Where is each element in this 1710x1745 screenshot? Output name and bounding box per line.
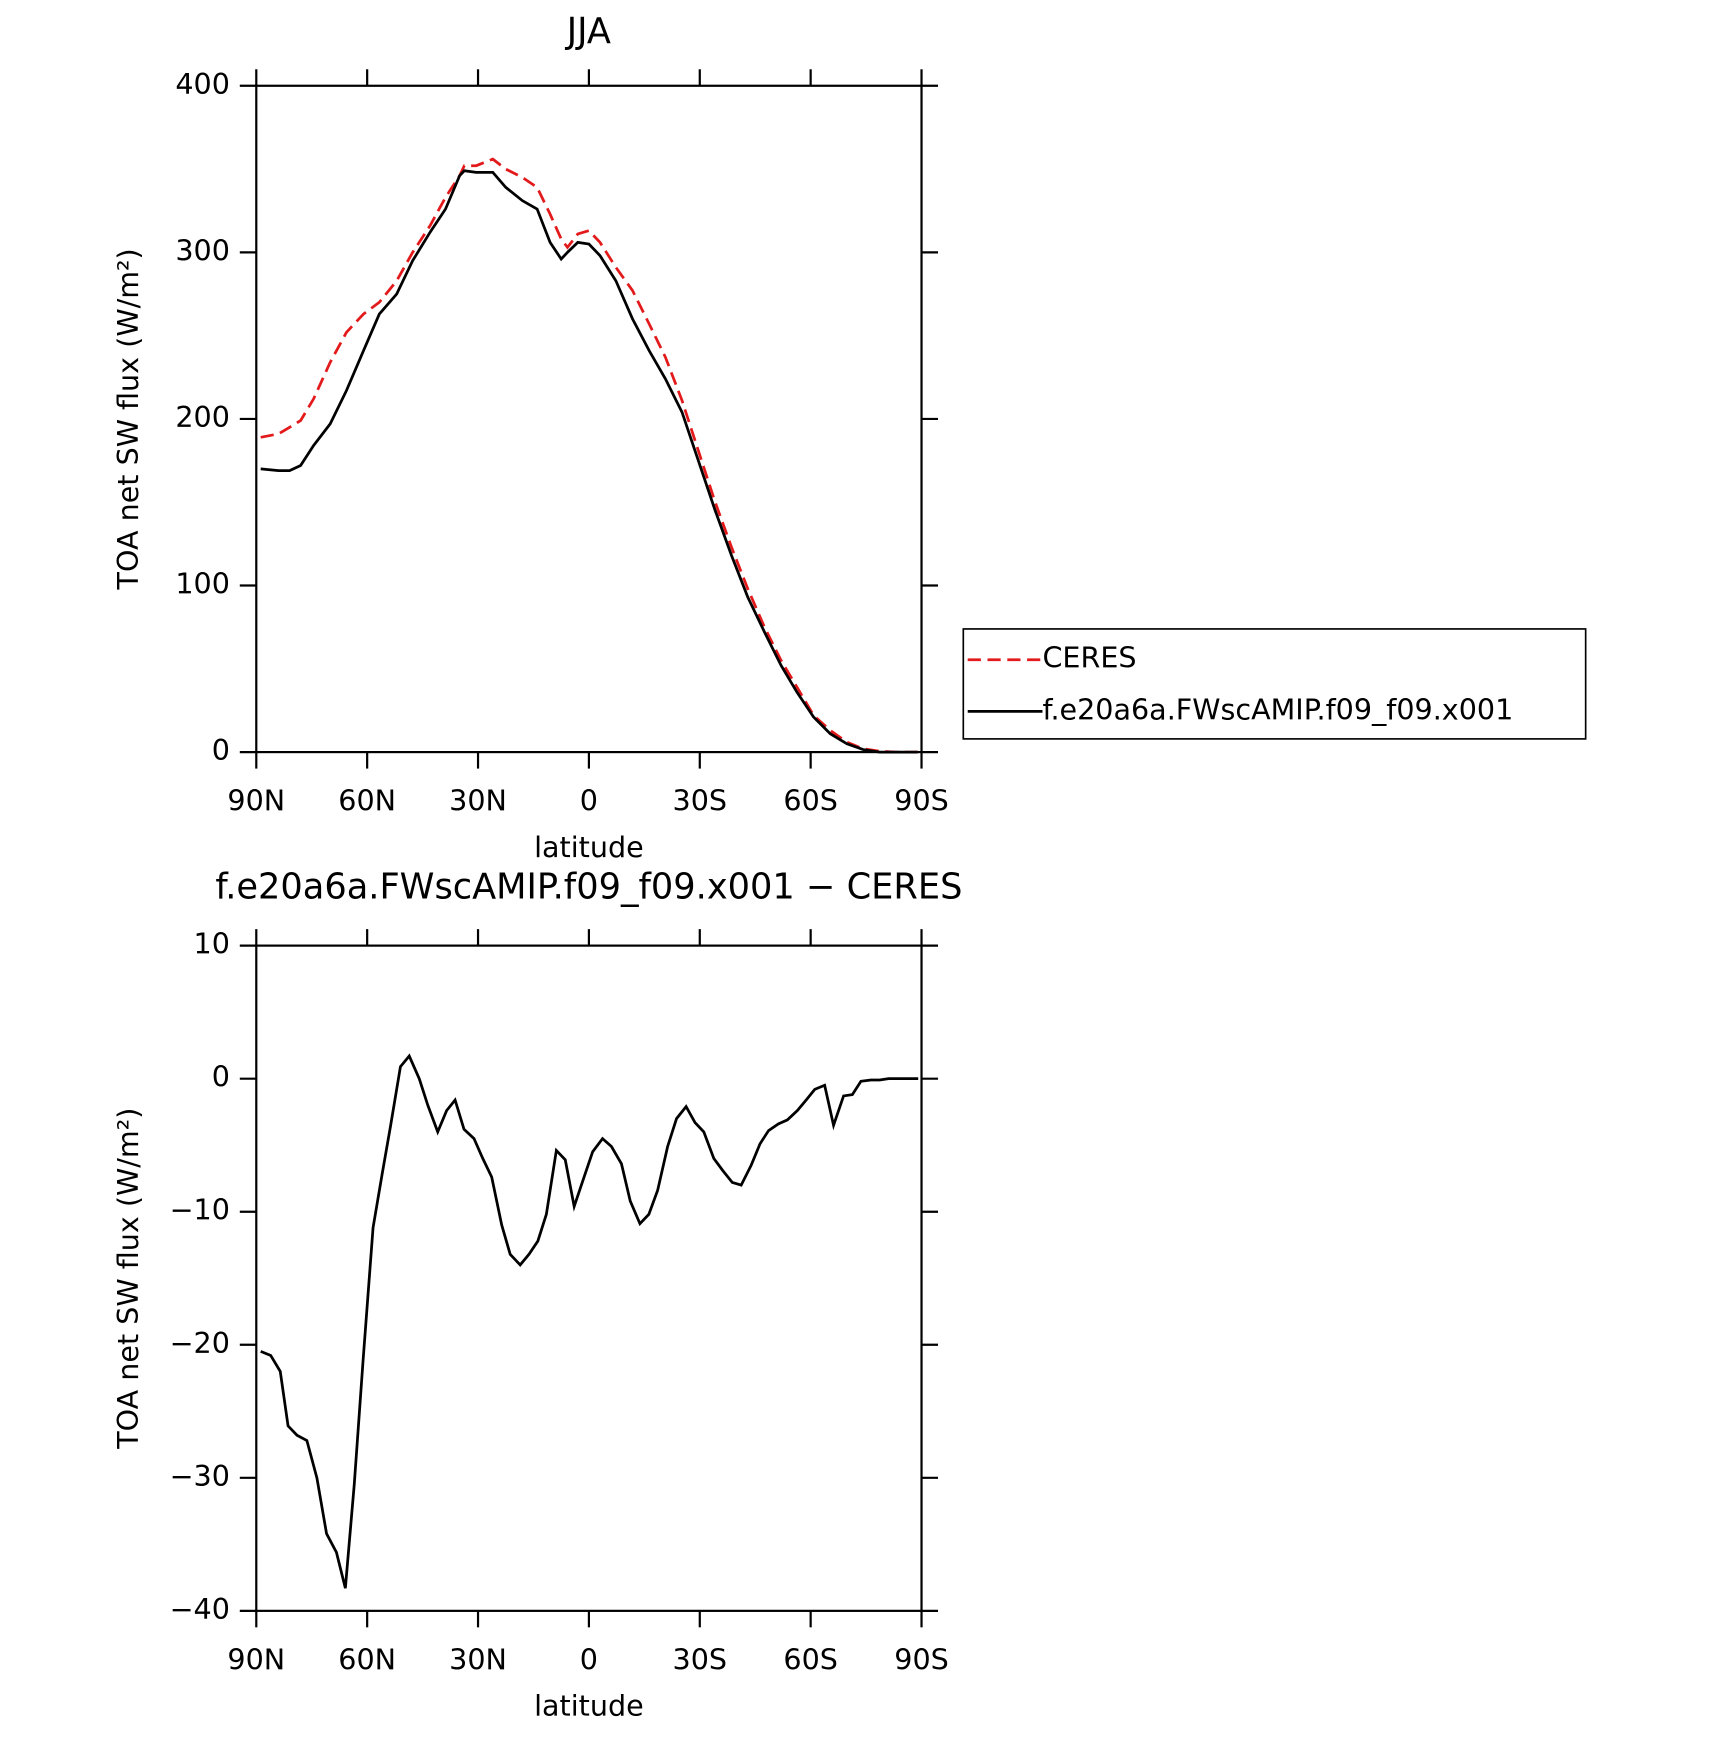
y-tick-label: 400 [175,67,230,101]
plot-frame [255,944,923,1612]
x-tick-label: 90S [894,1642,949,1676]
y-tick-label: 100 [175,567,230,601]
x-tick-label: 30N [449,1642,507,1676]
y-tick-label: 200 [175,400,230,434]
x-axis-title: latitude [534,1689,644,1723]
chart-title: JJA [565,11,611,52]
data-line [260,169,918,754]
x-tick-label: 0 [580,784,598,818]
x-tick-label: 30N [449,784,507,818]
y-tick-label: 300 [175,233,230,267]
y-tick-label: −10 [170,1193,230,1227]
chart-title: f.e20a6a.FWscAMIP.f09_f09.x001 − CERES [215,866,962,907]
x-tick-label: 60S [783,1642,838,1676]
y-axis-title: TOA net SW flux (W/m²) [111,248,145,590]
data-line [260,157,918,754]
x-tick-label: 90N [227,784,285,818]
x-tick-label: 30S [673,1642,728,1676]
x-tick-label: 60N [338,1642,396,1676]
data-line [260,1053,919,1589]
x-tick-label: 90N [227,1642,285,1676]
x-tick-label: 90S [894,784,949,818]
y-tick-label: 0 [212,733,230,767]
y-tick-label: 0 [212,1060,230,1094]
plot-frame [255,84,923,754]
y-tick-label: 10 [194,927,230,961]
x-tick-label: 60S [783,784,838,818]
legend-label: f.e20a6a.FWscAMIP.f09_f09.x001 [1042,692,1513,726]
x-tick-label: 60N [338,784,396,818]
legend-box [962,628,1587,740]
legend-label: CERES [1042,641,1136,675]
y-tick-label: −40 [170,1592,230,1626]
x-tick-label: 0 [580,1642,598,1676]
x-axis-title: latitude [534,830,644,864]
y-axis-title: TOA net SW flux (W/m²) [111,1108,145,1450]
y-tick-label: −20 [170,1326,230,1360]
y-tick-label: −30 [170,1459,230,1493]
x-tick-label: 30S [673,784,728,818]
